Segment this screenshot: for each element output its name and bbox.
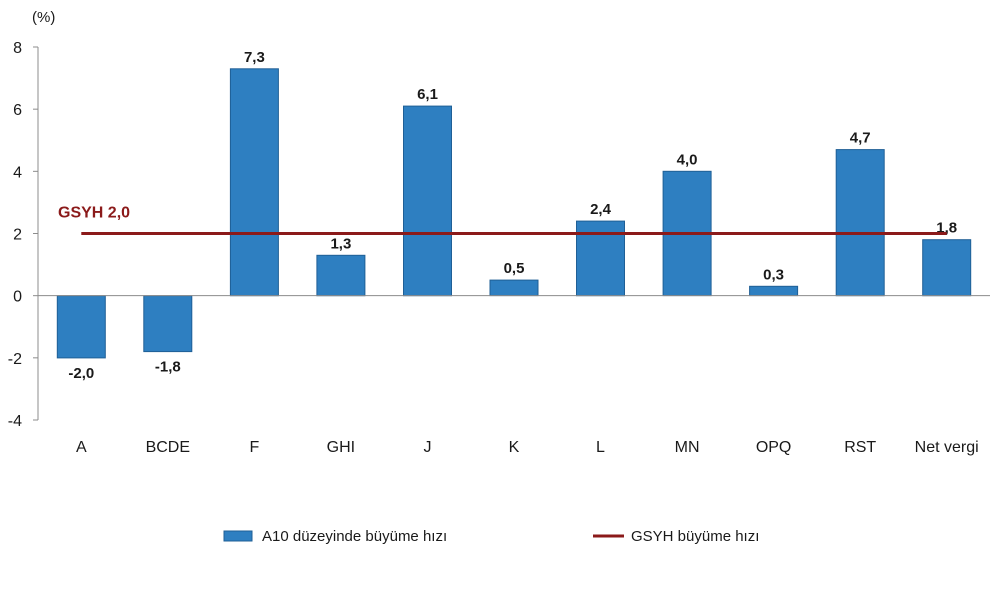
y-tick-label: -4 [8, 413, 22, 430]
data-label: -1,8 [155, 359, 181, 376]
data-label: 6,1 [417, 86, 438, 103]
x-category-label: Net vergi [915, 439, 979, 456]
bar [489, 279, 539, 297]
y-tick-label: 4 [13, 164, 22, 181]
legend-label-reference-line: GSYH büyüme hızı [631, 528, 759, 545]
y-tick-label: 6 [13, 102, 22, 119]
x-axis: A BCDE F GHI J K L MN OPQ RST Net vergi [38, 295, 990, 456]
x-category-label: OPQ [756, 439, 792, 456]
x-category-label: BCDE [146, 439, 190, 456]
bar [316, 254, 366, 297]
x-category-label: L [596, 439, 605, 456]
bar [922, 239, 972, 297]
data-label: 1,3 [330, 235, 351, 252]
x-category-label: A [76, 439, 87, 456]
data-label: -2,0 [68, 365, 94, 382]
bar [835, 149, 885, 297]
x-category-label: RST [844, 439, 876, 456]
x-category-label: GHI [327, 439, 355, 456]
bar [403, 105, 452, 297]
bar-series: -2,0 -1,87,31,36,10,52,44,00,34,71,8 [56, 49, 972, 382]
bar [56, 295, 106, 359]
x-category-label: K [509, 439, 520, 456]
data-label: 7,3 [244, 49, 265, 66]
y-tick-label: 2 [13, 227, 22, 244]
y-tick-label: 8 [13, 40, 22, 57]
y-tick-label: -2 [8, 351, 22, 368]
bar [143, 295, 193, 353]
y-axis: -4 -2 0 2 4 6 8 [8, 40, 39, 430]
data-label: 0,3 [763, 266, 784, 283]
data-label: 0,5 [504, 260, 525, 277]
legend-label-bar-series: A10 düzeyinde büyüme hızı [262, 528, 447, 545]
bar [229, 68, 279, 297]
reference-line-label: GSYH 2,0 [58, 205, 130, 222]
data-label: 4,0 [677, 151, 698, 168]
y-axis-unit-label: (%) [32, 9, 55, 26]
legend: A10 düzeyinde büyüme hızı GSYH büyüme hı… [223, 528, 759, 545]
data-label: 2,4 [590, 201, 612, 218]
bar [749, 285, 799, 297]
y-tick-label: 0 [13, 289, 22, 306]
x-category-label: F [250, 439, 260, 456]
data-label: 4,7 [850, 130, 871, 147]
legend-swatch-bar [223, 530, 253, 542]
reference-line-group: GSYH 2,0 [58, 205, 947, 235]
x-category-label: MN [675, 439, 700, 456]
x-category-label: J [424, 439, 432, 456]
